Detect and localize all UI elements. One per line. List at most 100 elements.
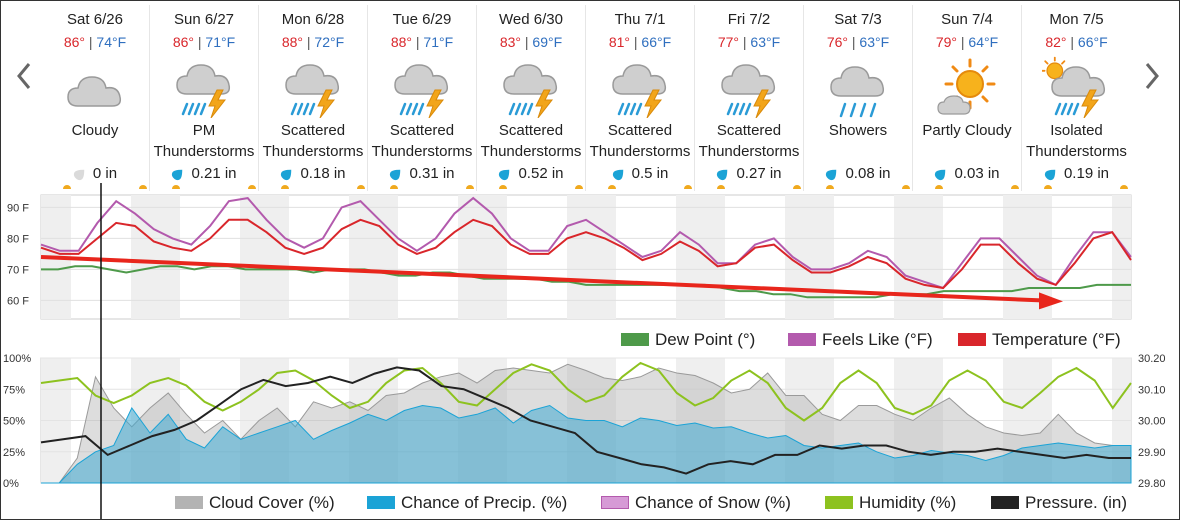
night-band (1112, 195, 1131, 319)
low-temp: 63°F (750, 34, 781, 50)
precip-value: 0.31 in (409, 165, 455, 182)
condition-text: PM Thunderstorms (150, 120, 258, 162)
legend-item-chance-of-precip[interactable]: Chance of Precip. (%) (367, 491, 567, 515)
condition-line: Scattered (498, 122, 564, 139)
sunrise-icon (63, 185, 71, 189)
sun-indicators (586, 185, 694, 193)
day-column[interactable]: Sat 7/3 76° | 63°F Showers 0.08 in (804, 5, 913, 191)
pressure-line (40, 366, 1131, 475)
day-name: Sun 6/27 (173, 11, 235, 28)
series-line-feels (40, 196, 1132, 290)
condition-text: Showers (828, 122, 888, 139)
y-tick-label-left: 0% (3, 478, 19, 490)
precip-value: 0.18 in (300, 165, 346, 182)
precip-amount: 0.52 in (477, 164, 585, 184)
precip-amount: 0 in (41, 164, 149, 184)
day-name: Mon 6/28 (281, 11, 345, 28)
sunrise-icon (1044, 185, 1052, 189)
precip-amount: 0.31 in (368, 164, 476, 184)
condition-text: Scattered Thunderstorms (259, 120, 367, 162)
high-temp: 76° (826, 34, 848, 50)
night-band (913, 195, 943, 319)
day-column[interactable]: Sat 6/26 86° | 74°F Cloudy 0 in (41, 5, 150, 191)
previous-days-button[interactable] (9, 56, 39, 96)
day-column[interactable]: Sun 6/27 86° | 71°F PM Thunderstorms 0.21 in (150, 5, 259, 191)
raindrop-icon (172, 169, 183, 181)
high-temp: 88° (281, 34, 303, 50)
day-name: Sat 7/3 (834, 11, 882, 28)
legend-label: Temperature (°F) (992, 330, 1121, 349)
night-band (586, 195, 616, 319)
next-days-button[interactable] (1137, 56, 1167, 96)
condition-line: PM (192, 122, 216, 139)
raindrop-icon (612, 169, 623, 181)
thunderstorm-icon (176, 64, 231, 118)
precip-value: 0.27 in (736, 165, 782, 182)
legend-item-feels-like[interactable]: Feels Like (°F) (788, 328, 933, 352)
day-column[interactable]: Tue 6/29 88° | 71°F Scattered Thunderstorms… (368, 5, 477, 191)
temp-separator: | (85, 34, 97, 50)
cloudy-icon (67, 76, 122, 107)
chevron-right-icon (1145, 63, 1159, 89)
temp-separator: | (848, 34, 860, 50)
high-temp: 79° (935, 34, 957, 50)
day-name: Fri 7/2 (727, 11, 771, 28)
y-tick-label-left: 100% (3, 353, 31, 365)
series-line-temp (40, 218, 1132, 290)
night-band (676, 195, 695, 319)
precip-amount: 0.08 in (804, 164, 912, 184)
y-tick-label-right: 29.90 (1138, 447, 1166, 459)
y-tick-label-right: 30.10 (1138, 384, 1166, 396)
low-temp: 66°F (1077, 34, 1108, 50)
humidity-line (40, 361, 1132, 422)
precip-amount: 0.5 in (586, 164, 694, 184)
trend-arrow-line (40, 255, 1042, 303)
day-column[interactable]: Thu 7/1 81° | 66°F Scattered Thunderstorms 0… (586, 5, 695, 191)
sunset-icon (575, 185, 583, 189)
day-column[interactable]: Fri 7/2 77° | 63°F Scattered Thunderstorms 0… (695, 5, 804, 191)
low-temp: 74°F (96, 34, 127, 50)
high-temp: 86° (172, 34, 194, 50)
night-band (804, 195, 834, 319)
precip-amount: 0.27 in (695, 164, 803, 184)
temp-separator: | (1066, 34, 1078, 50)
condition-text: Scattered Thunderstorms (477, 120, 585, 162)
legend-item-temperature[interactable]: Temperature (°F) (958, 328, 1121, 352)
legend-item-chance-of-snow[interactable]: Chance of Snow (%) (601, 491, 791, 515)
high-temp: 86° (63, 34, 85, 50)
sunrise-icon (172, 185, 180, 189)
legend-swatch (788, 333, 816, 346)
y-tick-label-left: 50% (3, 416, 25, 428)
y-tick-label-right: 29.80 (1138, 478, 1166, 490)
day-name: Thu 7/1 (614, 11, 666, 28)
legend-item-dew-point[interactable]: Dew Point (°) (621, 328, 755, 352)
legend-label: Chance of Precip. (%) (401, 493, 568, 512)
legend-item-humidity[interactable]: Humidity (%) (825, 491, 956, 515)
legend-item-pressure[interactable]: Pressure. (in) (991, 491, 1127, 515)
low-temp: 72°F (314, 34, 345, 50)
sunset-icon (248, 185, 256, 189)
condition-line: Scattered (716, 122, 782, 139)
day-column[interactable]: Mon 7/5 82° | 66°F Isolated Thunderstorms 0.… (1022, 5, 1131, 191)
day-temperatures: 76° | 63°F (804, 32, 912, 52)
day-temperatures: 81° | 66°F (586, 32, 694, 52)
condition-line: Thunderstorms (1026, 143, 1127, 160)
day-name: Sun 7/4 (941, 11, 993, 28)
day-column[interactable]: Wed 6/30 83° | 69°F Scattered Thunderstorms… (477, 5, 586, 191)
legend-label: Dew Point (°) (655, 330, 756, 349)
legend-item-cloud-cover[interactable]: Cloud Cover (%) (175, 491, 335, 515)
legend-label: Feels Like (°F) (822, 330, 933, 349)
temp-separator: | (957, 34, 969, 50)
day-temperatures: 82° | 66°F (1022, 32, 1131, 52)
precip-value: 0 in (92, 165, 118, 182)
legend-swatch (367, 496, 395, 509)
sunset-icon (902, 185, 910, 189)
high-temp: 83° (499, 34, 521, 50)
condition-line: Thunderstorms (262, 143, 364, 160)
thunderstorm-icon (394, 64, 449, 118)
sunrise-icon (390, 185, 398, 189)
day-column[interactable]: Mon 6/28 88° | 72°F Scattered Thunderstorms… (259, 5, 368, 191)
day-column[interactable]: Sun 7/4 79° | 64°F Partly Cloudy 0.03 in (913, 5, 1022, 191)
precip-amount: 0.18 in (259, 164, 367, 184)
